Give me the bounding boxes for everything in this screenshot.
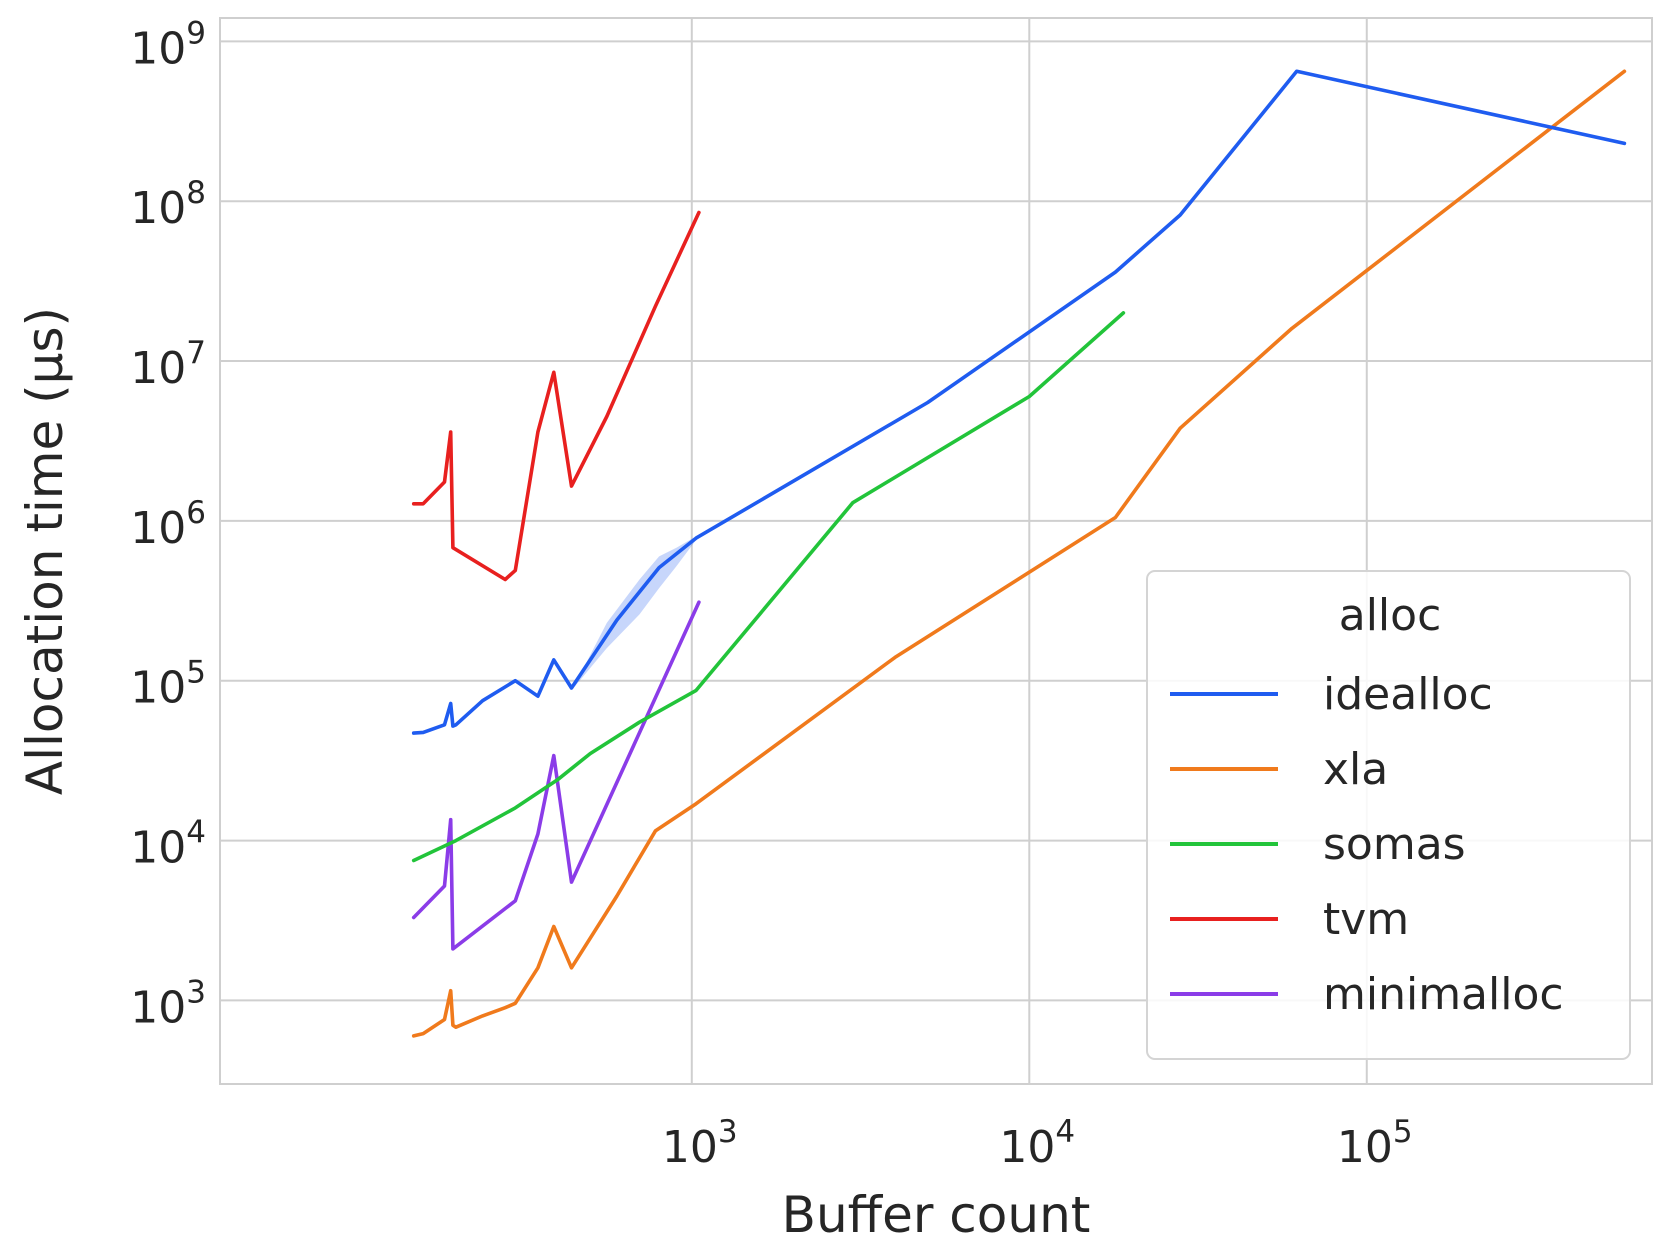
x-axis-label: Buffer count [782,1186,1091,1236]
y-tick-label: 106 [130,495,206,554]
legend-title: alloc [1339,590,1442,641]
series-lines [411,69,1627,1038]
y-tick-label: 105 [130,655,206,714]
x-tick-label: 105 [1337,1114,1413,1173]
somas-legend-label: somas [1323,819,1466,870]
xla-legend-label: xla [1323,744,1388,795]
xla-line [411,69,1627,1038]
legend: alloc idealloc xla somas tvm minimalloc [1146,570,1631,1060]
y-tick-label: 103 [130,974,206,1033]
x-tick-label: 104 [999,1114,1075,1173]
y-tick-labels: 103 104 105 106 107 108 109 [130,15,206,1033]
x-tick-label: 103 [662,1114,738,1173]
tvm-line [411,210,701,582]
somas-line [411,311,1126,863]
y-tick-label: 108 [130,175,206,234]
tvm-legend-label: tvm [1323,894,1409,945]
x-tick-labels: 103 104 105 [662,1114,1413,1173]
confidence-bands [574,536,697,687]
minimalloc-legend-label: minimalloc [1323,969,1564,1020]
y-tick-label: 107 [130,335,206,394]
idealloc-legend-label: idealloc [1323,669,1493,720]
idealloc-band [574,536,697,687]
minimalloc-line [411,600,701,951]
y-axis-label: Allocation time (μs) [16,307,74,795]
y-tick-label: 109 [130,15,206,74]
legend-entries: idealloc xla somas tvm minimalloc [1170,669,1564,1020]
y-tick-label: 104 [130,815,206,874]
idealloc-line [411,69,1627,735]
